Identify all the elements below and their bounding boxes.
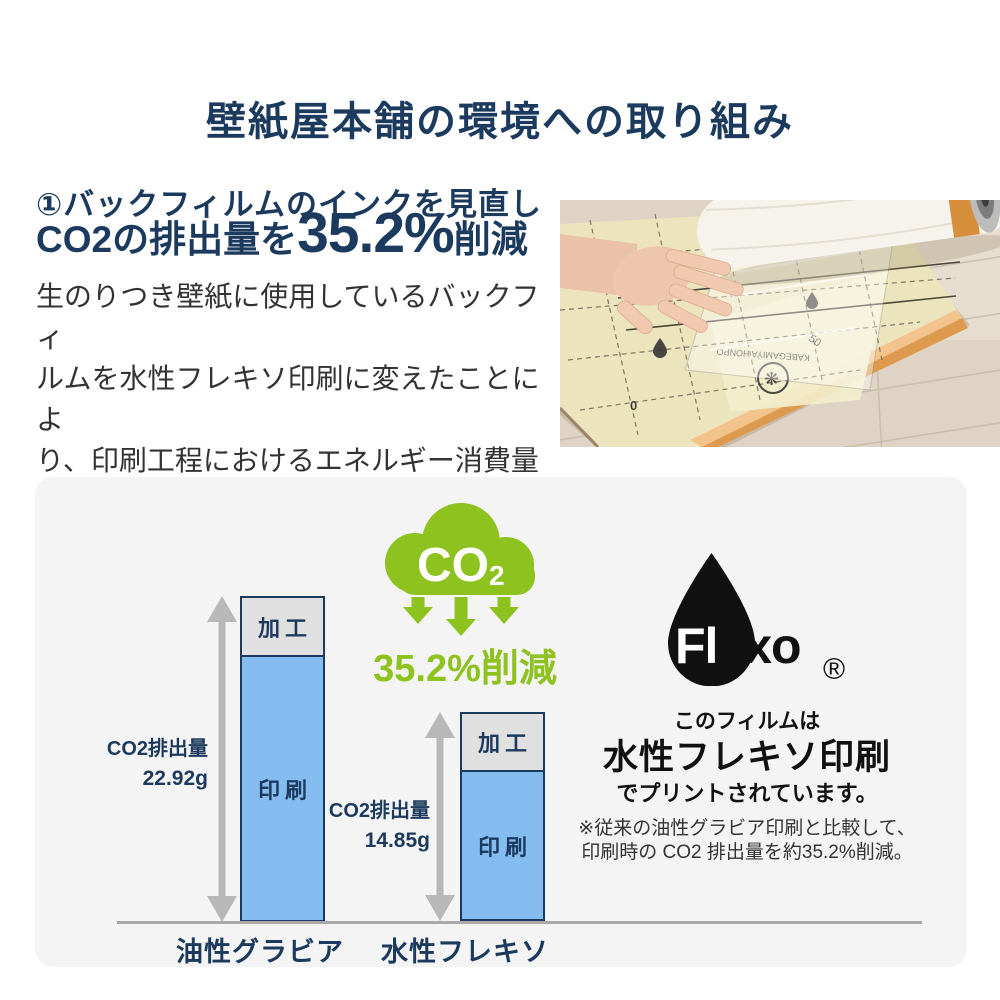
flexo-caption-line1: このフィルムは (673, 710, 821, 733)
total-label-flexo: CO2排出量 14.85g (290, 797, 430, 855)
bar-segment-printing: 印刷 (240, 655, 325, 922)
flexo-footnote-line1: ※従来の油性グラビア印刷と比較して、 (578, 818, 916, 839)
co2-badge-text: CO2 (417, 539, 505, 592)
flexo-caption-line2: 水性フレキソ印刷 (602, 738, 891, 777)
flexo-logo-exo: exo (717, 618, 801, 674)
intro-paragraph-line: り、印刷工程におけるエネルギー消費量 (36, 445, 539, 476)
co2-headline-percent: 35.2% (297, 201, 455, 265)
co2-gas-subscript: 2 (489, 560, 505, 591)
intro-paragraph-line: 生のりつき壁紙に使用しているバックフィ (36, 281, 540, 353)
segment-label: 加工 (477, 731, 532, 756)
co2-headline-suffix: 削減 (453, 219, 528, 260)
hand-illustration (560, 234, 744, 335)
bar-segment-processing: 加工 (460, 712, 545, 772)
co2-headline-prefix: CO2の排出量を (36, 219, 298, 260)
bar-segment-processing: 加工 (240, 596, 325, 657)
flexo-caption-line3: でプリントされています。 (616, 781, 878, 806)
total-label-text: CO2排出量 (328, 800, 430, 822)
measure-arrow-right (425, 712, 455, 921)
product-photo: 0 50 10 ❋ KABEGAMIYA HONPO (560, 200, 1000, 447)
bar-segment-printing: 印刷 (460, 770, 545, 921)
segment-label: 加工 (257, 615, 312, 641)
measure-arrow-left (207, 596, 237, 922)
category-label-flexo: 水性フレキソ (381, 937, 549, 967)
svg-text:0: 0 (630, 398, 637, 413)
total-value: 22.92g (142, 767, 208, 790)
category-label-gravure: 油性グラビア (176, 937, 344, 967)
svg-text:❋: ❋ (764, 369, 779, 389)
flexo-logo-fl: Fl (675, 618, 718, 674)
section-heading: ①バックフィルムのインクを見直し (36, 186, 543, 222)
wallpaper-roll-photo-illustration: 0 50 10 ❋ KABEGAMIYA HONPO (560, 200, 1000, 447)
registered-trademark-icon: ® (823, 653, 846, 686)
co2-cloud-icon: CO2 (385, 503, 535, 636)
segment-label: 印刷 (257, 777, 312, 803)
page-title: 壁紙屋本舗の環境への取り組み (206, 99, 794, 144)
flexo-logo-text: Flexo (675, 617, 802, 675)
intro-paragraph-line: ルムを水性フレキソ印刷に変えたことによ (36, 363, 540, 435)
total-label-gravure: CO2排出量 22.92g (68, 735, 208, 793)
segment-label: 印刷 (477, 834, 532, 860)
co2-gas: CO (417, 539, 489, 592)
total-value: 14.85g (364, 829, 430, 852)
bar-gravure: 加工 印刷 (240, 596, 325, 922)
co2-reduction-headline: CO2の排出量を35.2%削減 (36, 200, 528, 266)
svg-text:50: 50 (806, 333, 823, 350)
bar-flexo: 加工 印刷 (460, 712, 545, 921)
total-label-text: CO2排出量 (106, 738, 208, 760)
x-axis-line (117, 921, 922, 924)
comparison-panel: CO2排出量 22.92g 加工 印刷 CO2排出量 14.85g 加工 印刷 … (35, 477, 967, 967)
flexo-drop-icon (668, 553, 755, 686)
reduction-percent-label: 35.2%削減 (373, 648, 557, 690)
flexo-footnote-line2: 印刷時の CO2 排出量を約35.2%削減。 (581, 842, 913, 863)
